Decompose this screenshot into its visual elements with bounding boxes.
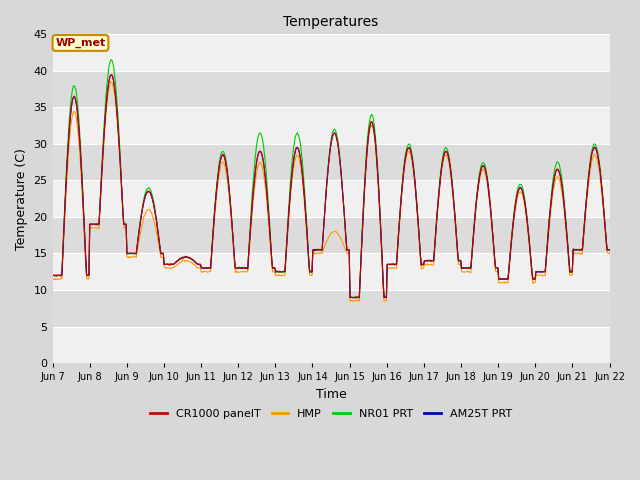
NR01 PRT bbox=[108, 57, 115, 62]
Bar bbox=[52, 71, 609, 108]
AM25T PRT bbox=[203, 265, 211, 271]
Text: WP_met: WP_met bbox=[55, 38, 106, 48]
Line: CR1000 panelT: CR1000 panelT bbox=[52, 74, 609, 298]
Bar bbox=[52, 144, 609, 180]
HMP bbox=[59, 260, 67, 266]
AM25T PRT bbox=[605, 247, 613, 253]
Line: HMP: HMP bbox=[52, 82, 609, 301]
Bar bbox=[52, 326, 609, 363]
Bar bbox=[52, 35, 609, 71]
CR1000 panelT bbox=[173, 258, 181, 264]
Title: Temperatures: Temperatures bbox=[284, 15, 379, 29]
AM25T PRT bbox=[349, 295, 356, 300]
Legend: CR1000 panelT, HMP, NR01 PRT, AM25T PRT: CR1000 panelT, HMP, NR01 PRT, AM25T PRT bbox=[146, 404, 516, 423]
CR1000 panelT bbox=[401, 163, 408, 169]
AM25T PRT bbox=[401, 164, 408, 169]
Line: AM25T PRT: AM25T PRT bbox=[52, 75, 609, 298]
CR1000 panelT bbox=[605, 247, 613, 253]
AM25T PRT bbox=[49, 273, 56, 278]
CR1000 panelT bbox=[108, 72, 115, 77]
CR1000 panelT bbox=[59, 255, 67, 261]
CR1000 panelT bbox=[49, 272, 56, 277]
NR01 PRT bbox=[59, 253, 67, 259]
HMP bbox=[605, 251, 613, 256]
NR01 PRT bbox=[353, 295, 360, 301]
AM25T PRT bbox=[108, 72, 115, 78]
CR1000 panelT bbox=[203, 265, 211, 271]
CR1000 panelT bbox=[417, 254, 424, 260]
HMP bbox=[203, 269, 211, 275]
Bar bbox=[52, 253, 609, 290]
HMP bbox=[173, 262, 181, 267]
NR01 PRT bbox=[173, 258, 181, 264]
AM25T PRT bbox=[59, 255, 67, 261]
Bar bbox=[52, 290, 609, 326]
NR01 PRT bbox=[401, 161, 408, 167]
NR01 PRT bbox=[605, 248, 613, 253]
Bar bbox=[52, 180, 609, 217]
AM25T PRT bbox=[417, 254, 424, 260]
NR01 PRT bbox=[203, 265, 211, 271]
Bar bbox=[52, 108, 609, 144]
HMP bbox=[49, 276, 56, 282]
CR1000 panelT bbox=[355, 295, 363, 301]
NR01 PRT bbox=[417, 253, 424, 259]
CR1000 panelT bbox=[117, 168, 125, 174]
HMP bbox=[346, 299, 354, 304]
HMP bbox=[417, 257, 424, 263]
Y-axis label: Temperature (C): Temperature (C) bbox=[15, 148, 28, 250]
NR01 PRT bbox=[117, 164, 125, 169]
NR01 PRT bbox=[49, 272, 56, 277]
HMP bbox=[117, 173, 125, 179]
HMP bbox=[107, 79, 115, 84]
AM25T PRT bbox=[173, 258, 181, 264]
Line: NR01 PRT: NR01 PRT bbox=[52, 60, 609, 298]
X-axis label: Time: Time bbox=[316, 388, 346, 401]
HMP bbox=[401, 168, 408, 173]
Bar bbox=[52, 217, 609, 253]
AM25T PRT bbox=[117, 168, 125, 173]
